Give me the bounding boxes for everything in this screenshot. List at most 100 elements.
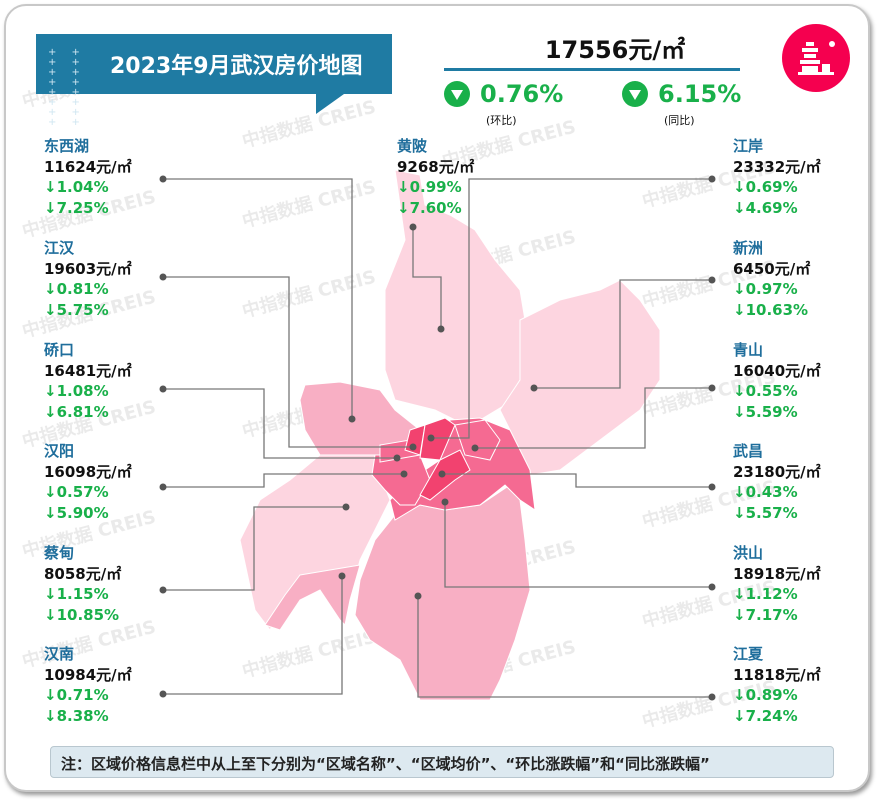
district-price: 19603元/㎡ [44,259,132,278]
district-price: 18918元/㎡ [733,564,821,583]
district-info-dongxihu: 东西湖 11624元/㎡ ↓1.04% ↓7.25% [44,136,132,218]
leader-dot-caidian [342,503,350,511]
leader-dot-jianghan [159,273,167,281]
leader-line-hanyang [163,473,404,488]
leader-dot-dongxihu [348,415,356,423]
leader-dot-jiangan [427,434,435,442]
plus-pattern-icon: + + + + + + + + + + + + + + + + [48,47,86,128]
district-info-wuchang: 武昌 23180元/㎡ ↓0.43% ↓5.57% [733,441,821,523]
district-yoy: ↓7.24% [733,706,798,725]
district-mom: ↓0.89% [733,686,798,704]
leader-dot-qiaokou [393,454,401,462]
leader-line-jiangxia [417,596,712,698]
leader-line-hannan [163,576,343,695]
leader-dot-qingshan [708,384,716,392]
map-region-hannan [264,564,361,631]
down-triangle-icon [444,81,470,107]
district-name: 东西湖 [44,137,90,155]
district-yoy: ↓7.60% [397,198,462,217]
leader-line-qiaokou [163,388,397,459]
district-price: 8058元/㎡ [44,564,122,583]
district-mom: ↓0.69% [733,178,798,196]
district-mom: ↓0.43% [733,483,798,501]
district-price: 11818元/㎡ [733,665,821,684]
leader-dot-hanyang [400,470,408,478]
district-yoy: ↓7.17% [733,605,798,624]
district-price: 6450元/㎡ [733,259,811,278]
down-triangle-icon [622,81,648,107]
leader-line-qingshan [475,387,712,449]
district-price: 16481元/㎡ [44,361,132,380]
district-name: 青山 [733,341,764,359]
leader-line-wuchang [442,473,712,488]
district-name: 江夏 [733,645,764,663]
leader-dot-hongshan [708,583,716,591]
district-price: 9268元/㎡ [397,157,475,176]
district-info-qiaokou: 硚口 16481元/㎡ ↓1.08% ↓6.81% [44,340,132,422]
leader-dot-hannan [338,572,346,580]
district-name: 武昌 [733,442,764,460]
page-title: 2023年9月武汉房价地图 [110,54,363,79]
district-yoy: ↓10.63% [733,300,809,319]
district-mom: ↓1.15% [44,585,109,603]
district-mom: ↓0.97% [733,280,798,298]
district-name: 洪山 [733,544,764,562]
district-info-hannan: 汉南 10984元/㎡ ↓0.71% ↓8.38% [44,644,132,726]
district-yoy: ↓5.59% [733,402,798,421]
district-price: 16040元/㎡ [733,361,821,380]
district-name: 汉阳 [44,442,75,460]
leader-line-jiangan [431,178,712,439]
leader-dot-huangpi [409,223,417,231]
district-info-huangpi: 黄陂 9268元/㎡ ↓0.99% ↓7.60% [397,136,474,218]
district-mom: ↓0.57% [44,483,109,501]
leader-dot-qiaokou [159,385,167,393]
leader-dot-wuchang [438,470,446,478]
map-region-jiangan [419,417,456,461]
district-mom: ↓1.04% [44,178,109,196]
district-price: 23180元/㎡ [733,462,821,481]
leader-line-hongshan [444,502,712,588]
leader-dot-xinzhou [530,384,538,392]
district-price: 23332元/㎡ [733,157,821,176]
district-yoy: ↓7.25% [44,198,109,217]
district-info-jianghan: 江汉 19603元/㎡ ↓0.81% ↓5.75% [44,238,132,320]
district-yoy: ↓6.81% [44,402,109,421]
district-yoy: ↓5.90% [44,503,109,522]
divider [444,68,740,71]
map-region-qingshan [454,419,501,461]
district-name: 汉南 [44,645,75,663]
leader-line-caidian [163,506,346,591]
leader-dot-jianghan [409,443,417,451]
district-price: 10984元/㎡ [44,665,132,684]
leader-dot-hongshan [441,498,449,506]
district-info-caidian: 蔡甸 8058元/㎡ ↓1.15% ↓10.85% [44,543,121,625]
district-name: 硚口 [44,341,75,359]
district-name: 江汉 [44,239,75,257]
mom-change: 0.76% [444,80,563,108]
yoy-change: 6.15% [622,80,741,108]
district-mom: ↓0.81% [44,280,109,298]
yellow-crane-tower-logo [782,24,850,92]
leader-dot-huangpi [437,325,445,333]
leader-dot-jiangxia [414,592,422,600]
district-info-hongshan: 洪山 18918元/㎡ ↓1.12% ↓7.17% [733,543,821,625]
mom-value: 0.76% [480,80,564,108]
district-yoy: ↓5.75% [44,300,109,319]
leader-dot-jiangan [708,175,716,183]
leader-line-jianghan [163,276,413,448]
district-price: 16098元/㎡ [44,462,132,481]
district-yoy: ↓5.57% [733,503,798,522]
district-info-xinzhou: 新洲 6450元/㎡ ↓0.97% ↓10.63% [733,238,810,320]
district-yoy: ↓8.38% [44,706,109,725]
district-name: 黄陂 [397,137,428,155]
leader-dot-hanyang [159,483,167,491]
map-region-hanyang [371,454,431,506]
leader-dot-dongxihu [159,175,167,183]
district-info-jiangxia: 江夏 11818元/㎡ ↓0.89% ↓7.24% [733,644,821,726]
footnote: 注：区域价格信息栏中从上至下分别为“区域名称”、“区域均价”、“环比涨跌幅”和“… [50,746,834,778]
district-price: 11624元/㎡ [44,157,132,176]
district-info-hanyang: 汉阳 16098元/㎡ ↓0.57% ↓5.90% [44,441,132,523]
district-mom: ↓1.08% [44,382,109,400]
average-price: 17556元/㎡ [544,36,686,64]
yoy-value: 6.15% [658,80,742,108]
